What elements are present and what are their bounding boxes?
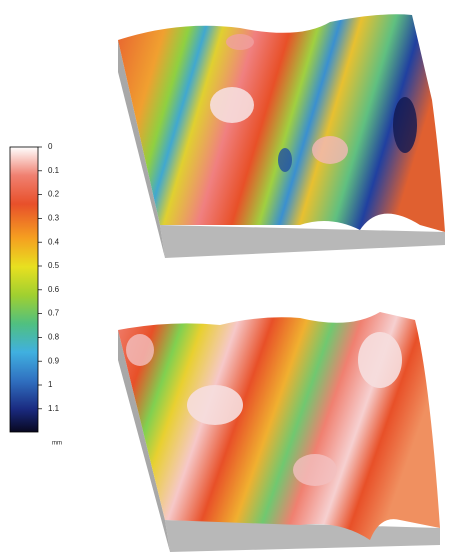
valley: [393, 97, 417, 153]
surface-base: [160, 225, 445, 258]
peak: [293, 454, 337, 486]
valley: [278, 148, 292, 172]
tick-label: 0.1: [48, 166, 60, 175]
peak: [358, 332, 402, 388]
surface-top: [118, 14, 445, 258]
peak: [187, 385, 243, 425]
peak: [210, 87, 254, 123]
tick-label: 0.2: [48, 190, 60, 199]
tick-label: 0.6: [48, 285, 60, 294]
tick-label: 1: [48, 380, 53, 389]
surface-side: [118, 330, 170, 552]
peak: [126, 334, 154, 366]
surface-base: [165, 520, 440, 552]
peak: [312, 136, 348, 164]
surface-bottom: [118, 312, 440, 552]
tick-label: 0.9: [48, 356, 60, 365]
colorbar-unit: mm: [52, 441, 62, 447]
tick-label: 0.3: [48, 214, 60, 223]
tick-label: 1.1: [48, 404, 60, 413]
tick-label: 0.7: [48, 309, 60, 318]
colorbar: [9, 146, 39, 433]
surface-side: [118, 40, 165, 258]
tick-label: 0: [48, 142, 53, 151]
tick-label: 0.5: [48, 261, 60, 270]
colorbar-ticks: 0 0.1 0.2 0.3 0.4 0.5 0.6 0.7 0.8 0.9 1 1.1: [38, 142, 60, 413]
surface: [118, 14, 445, 232]
tick-label: 0.8: [48, 333, 60, 342]
peak: [226, 34, 254, 50]
tick-label: 0.4: [48, 237, 60, 246]
